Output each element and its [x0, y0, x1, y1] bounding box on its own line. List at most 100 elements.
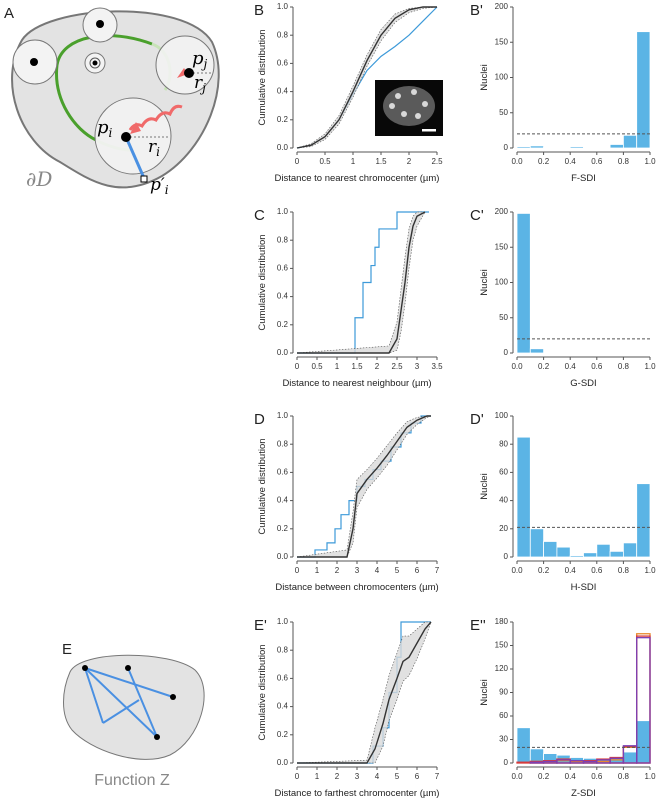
envelope-lower — [296, 6, 438, 149]
bar — [636, 31, 651, 149]
bar — [623, 751, 638, 764]
bar — [516, 213, 531, 354]
y-tick-label: 200 — [495, 2, 509, 11]
chart: 0.0 0.2 0.4 0.6 0.8 1.0 0 0.5 1 1.5 2 2.5 3 3.5Distan… — [254, 207, 443, 389]
y-tick-label: 0.4 — [277, 292, 289, 301]
panel-label: C' — [470, 207, 484, 224]
x-tick-label: 0.0 — [511, 566, 523, 575]
y-tick-label: 50 — [499, 313, 508, 322]
y-tick-label: 0.0 — [277, 348, 289, 357]
x-tick-label: 0.0 — [511, 157, 523, 166]
bar — [596, 543, 611, 558]
y-tick-label: 150 — [495, 37, 509, 46]
y-axis-label: Cumulative distribution — [257, 644, 268, 740]
chart: 0 50 100 150 200 0.0 0.2 0.4 0.6 0.8 1.0 F-SDI Nucle… — [470, 2, 656, 184]
x-tick-label: 0.4 — [565, 772, 577, 781]
chromocenter — [401, 111, 407, 117]
dot — [92, 60, 98, 66]
x-tick-label: 1 — [315, 772, 320, 781]
envelope-fill — [297, 622, 431, 763]
panel-label: E'' — [470, 617, 486, 634]
y-tick-label: 1.0 — [277, 411, 289, 420]
y-tick-label: 0.6 — [277, 264, 289, 273]
y-tick-label: 1.0 — [277, 2, 289, 11]
bar — [596, 146, 611, 149]
y-tick-label: 180 — [495, 617, 509, 626]
bar-outline — [516, 761, 531, 764]
x-tick-label: 6 — [415, 772, 420, 781]
x-tick-label: 7 — [435, 566, 440, 575]
base: p′ — [150, 175, 165, 195]
y-axis-label: Cumulative distribution — [257, 438, 268, 534]
distance — [102, 699, 140, 724]
bar — [516, 727, 531, 764]
x-tick-label: 0.0 — [511, 772, 523, 781]
envelope-lower — [297, 621, 432, 764]
sub: j — [199, 81, 206, 95]
chart: 0 50 100 150 200 0.0 0.2 0.4 0.6 0.8 1.0 G-SDI Nucle… — [470, 207, 656, 389]
y-tick-label: 100 — [495, 278, 509, 287]
y-tick-label: 0 — [504, 348, 509, 357]
y-tick-label: 0.0 — [277, 758, 289, 767]
x-tick-label: 0 — [295, 566, 300, 575]
x-tick-label: 0.6 — [591, 772, 603, 781]
diagram-e: E Function Z — [62, 641, 205, 789]
circle — [155, 35, 215, 95]
points — [82, 665, 176, 740]
y-tick-label: 60 — [499, 711, 508, 720]
envelope-upper — [296, 621, 431, 764]
distance — [84, 667, 104, 724]
ring — [89, 57, 101, 69]
x-tick-label: 0.5 — [319, 157, 331, 166]
line — [296, 6, 437, 149]
x-tick-label: 1.0 — [644, 157, 656, 166]
y-tick-label: 120 — [495, 664, 509, 673]
point-label: p′i — [150, 175, 169, 197]
bar — [543, 146, 558, 149]
dot — [170, 694, 176, 700]
bar — [516, 436, 531, 558]
y-tick-label: 150 — [495, 641, 509, 650]
distance — [84, 667, 174, 698]
line — [297, 621, 432, 764]
panel-label: D — [254, 411, 265, 428]
bar — [609, 550, 624, 558]
envelope-fill — [297, 416, 431, 557]
chromocenter — [389, 103, 395, 109]
dot — [125, 665, 131, 671]
y-tick-label: 60 — [499, 468, 508, 477]
bar — [556, 546, 571, 558]
y-axis-label: Cumulative distribution — [257, 234, 268, 330]
x-tick-label: 2.5 — [431, 157, 443, 166]
bar — [583, 552, 598, 558]
caption: Function Z — [94, 772, 170, 789]
y-tick-label: 0.6 — [277, 59, 289, 68]
x-tick-label: 2 — [335, 772, 340, 781]
panel-label: B — [254, 2, 264, 19]
envelope-upper — [296, 415, 431, 558]
y-tick-label: 0.2 — [277, 524, 289, 533]
chromocenter — [422, 101, 428, 107]
x-tick-label: 0.8 — [618, 157, 630, 166]
x-tick-label: 0.2 — [538, 157, 550, 166]
x-tick-label: 0.6 — [591, 362, 603, 371]
panel-label: E — [62, 641, 72, 658]
y-tick-label: 0.2 — [277, 115, 289, 124]
x-axis-label: Distance to nearest neighbour (µm) — [282, 378, 431, 389]
y-tick-label: 0 — [504, 143, 509, 152]
dot — [96, 20, 104, 28]
bar — [569, 555, 584, 558]
x-tick-label: 0.8 — [618, 772, 630, 781]
dot — [82, 665, 88, 671]
bar — [583, 146, 598, 149]
x-tick-label: 7 — [435, 772, 440, 781]
x-tick-label: 0.6 — [591, 566, 603, 575]
boundary-point — [140, 175, 148, 183]
x-tick-label: 5 — [395, 566, 400, 575]
bar — [623, 542, 638, 558]
x-tick-label: 1.0 — [644, 362, 656, 371]
scale-bar — [422, 129, 436, 132]
x-tick-label: 0.2 — [538, 362, 550, 371]
boundary-label: ∂D — [26, 167, 52, 191]
